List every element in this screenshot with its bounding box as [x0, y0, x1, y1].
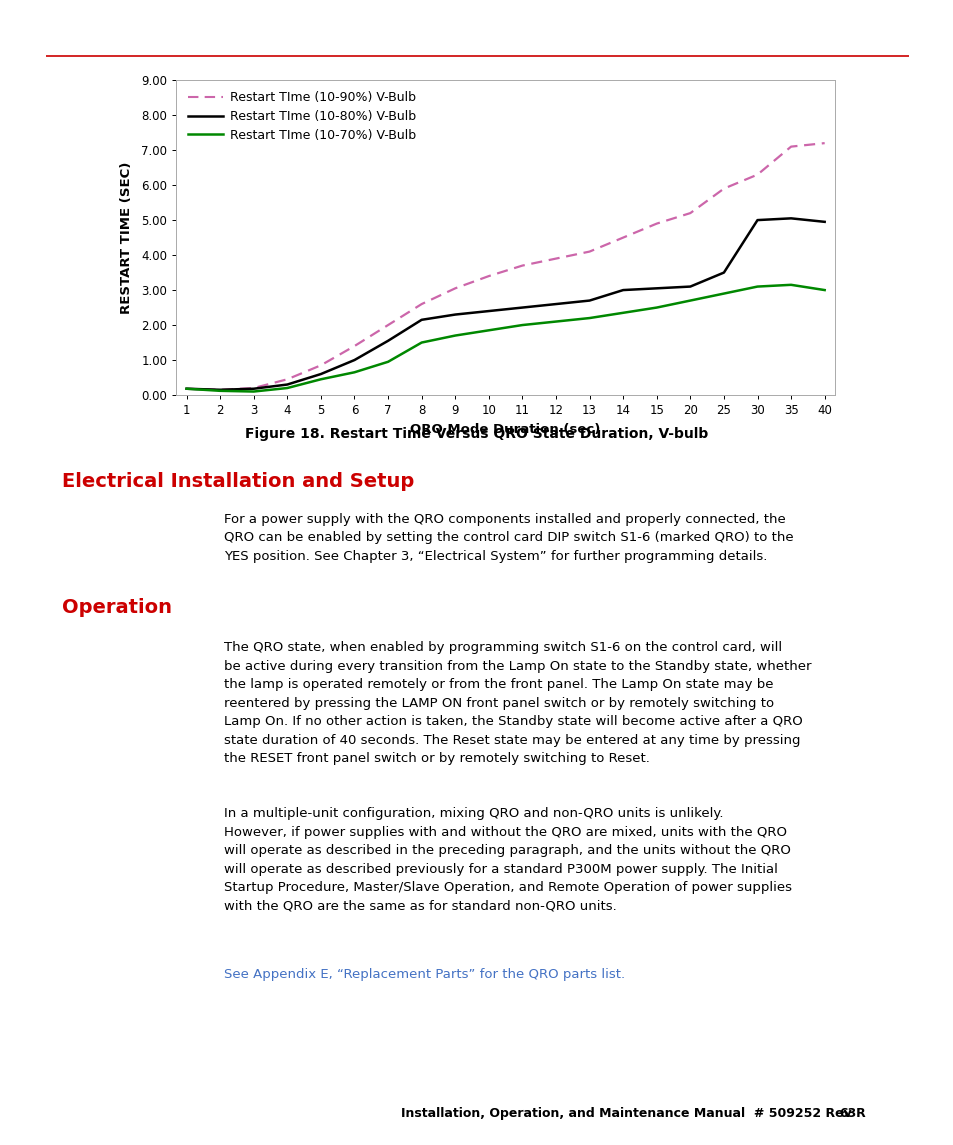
Legend: Restart TIme (10-90%) V-Bulb, Restart TIme (10-80%) V-Bulb, Restart TIme (10-70%: Restart TIme (10-90%) V-Bulb, Restart TI… — [183, 86, 421, 147]
Text: The QRO state, when enabled by programming switch S1-6 on the control card, will: The QRO state, when enabled by programmi… — [224, 641, 811, 765]
Text: Operation: Operation — [62, 598, 172, 617]
X-axis label: QRO Mode Duration (sec): QRO Mode Duration (sec) — [410, 423, 600, 435]
Text: 63: 63 — [839, 1107, 856, 1120]
Text: Installation, Operation, and Maintenance Manual  # 509252 Rev R: Installation, Operation, and Maintenance… — [400, 1107, 864, 1120]
Text: For a power supply with the QRO components installed and properly connected, the: For a power supply with the QRO componen… — [224, 513, 793, 563]
Text: Figure 18. Restart Time Versus QRO State Duration, V-bulb: Figure 18. Restart Time Versus QRO State… — [245, 427, 708, 441]
Text: Electrical Installation and Setup: Electrical Installation and Setup — [62, 472, 414, 491]
Text: See Appendix E, “Replacement Parts” for the QRO parts list.: See Appendix E, “Replacement Parts” for … — [224, 968, 624, 980]
Y-axis label: RESTART TIME (SEC): RESTART TIME (SEC) — [120, 161, 133, 314]
Text: In a multiple-unit configuration, mixing QRO and non-QRO units is unlikely.
Howe: In a multiple-unit configuration, mixing… — [224, 807, 791, 913]
